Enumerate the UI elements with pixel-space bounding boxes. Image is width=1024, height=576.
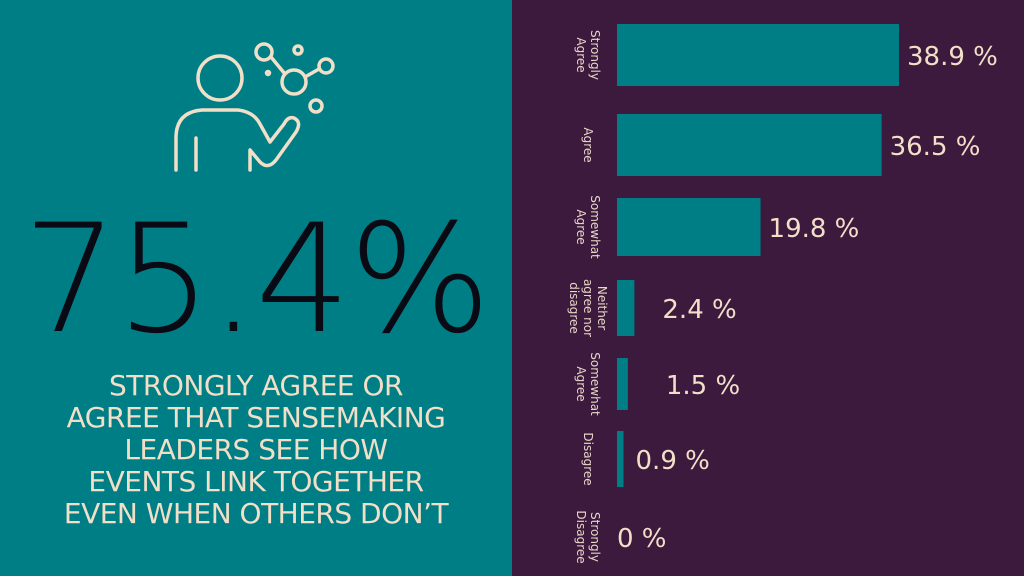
category-label-line: Strongly: [588, 30, 602, 80]
category-label-line: Disagree: [581, 432, 595, 485]
category-label-line: Agree: [574, 37, 588, 72]
bar: [617, 431, 624, 487]
category-label: Agree: [581, 127, 595, 162]
category-label: Disagree: [581, 432, 595, 485]
caption-line: LEADERS SEE HOW: [124, 433, 388, 466]
category-label-line: Neither: [595, 286, 609, 330]
category-label-line: Agree: [574, 366, 588, 401]
bar: [617, 280, 635, 336]
person-connecting-dots-icon: [168, 38, 348, 178]
bar-value-label: 19.8 %: [769, 214, 860, 244]
category-label-line: Agree: [574, 209, 588, 244]
bar-value-label: 0 %: [617, 524, 667, 554]
category-label-line: disagree: [567, 282, 581, 334]
bar: [617, 114, 882, 176]
category-label-line: Strongly: [588, 512, 602, 562]
bar: [617, 198, 761, 256]
bar-value-label: 0.9 %: [636, 446, 710, 476]
caption-line: STRONGLY AGREE OR: [109, 369, 404, 402]
bar-value-label: 1.5 %: [666, 371, 740, 401]
headline-percentage: 75.4%: [22, 193, 492, 367]
left-panel: [0, 0, 512, 576]
bar: [617, 24, 899, 86]
category-label-line: Somewhat: [588, 352, 602, 416]
caption-line: AGREE THAT SENSEMAKING: [66, 401, 446, 434]
right-panel: [512, 0, 1024, 576]
caption-line: EVENTS LINK TOGETHER: [88, 465, 424, 498]
category-label-line: Disagree: [574, 510, 588, 563]
category-label-line: Somewhat: [588, 195, 602, 259]
bar: [617, 358, 628, 410]
headline-caption: STRONGLY AGREE OR AGREE THAT SENSEMAKING…: [30, 370, 482, 530]
category-label-line: Agree: [581, 127, 595, 162]
bar-value-label: 2.4 %: [662, 295, 736, 325]
category-label-line: agree nor: [581, 279, 595, 337]
bar-value-label: 36.5 %: [890, 132, 981, 162]
caption-line: EVEN WHEN OTHERS DON’T: [63, 497, 449, 530]
bar-value-label: 38.9 %: [907, 42, 998, 72]
